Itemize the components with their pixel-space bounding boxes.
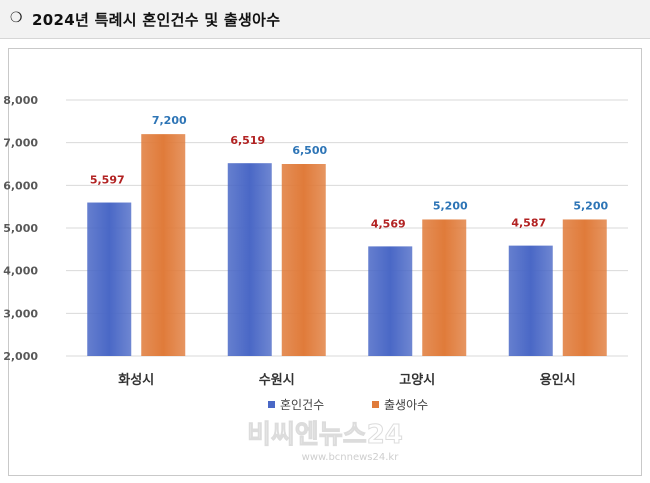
- bar-출생아수-수원시: [281, 164, 326, 356]
- bar-혼인건수-수원시: [227, 163, 272, 356]
- data-label: 5,597: [90, 174, 125, 187]
- category-label: 수원시: [259, 373, 295, 388]
- y-tick-label: 8,000: [3, 94, 38, 107]
- data-labels: 5,597 7,200 6,519 6,500 4,569 5,200 4,587 5,200: [90, 114, 609, 230]
- legend-label: 출생아수: [384, 398, 428, 412]
- category-label: 용인시: [540, 372, 576, 388]
- data-label: 6,519: [230, 134, 265, 147]
- category-label: 화성시: [118, 372, 154, 388]
- bar-출생아수-화성시: [141, 134, 186, 356]
- chart-header: ❍ 2024년 특례시 혼인건수 및 출생아수: [0, 0, 650, 39]
- bullet-icon: ❍: [10, 10, 23, 26]
- bar-혼인건수-화성시: [87, 202, 132, 356]
- bar-혼인건수-고양시: [368, 246, 413, 356]
- bar-출생아수-고양시: [422, 219, 467, 356]
- chart-title: 2024년 특례시 혼인건수 및 출생아수: [32, 11, 281, 29]
- watermark: 비씨엔뉴스24 www.bcnnews24.kr: [247, 420, 404, 464]
- y-tick-label: 2,000: [3, 350, 38, 363]
- y-tick-label: 5,000: [3, 222, 38, 235]
- data-label: 6,500: [292, 144, 327, 157]
- watermark-url: www.bcnnews24.kr: [302, 452, 400, 463]
- legend-label: 혼인건수: [280, 398, 324, 412]
- category-label: 고양시: [399, 373, 435, 388]
- legend: 혼인건수 출생아수: [268, 398, 428, 412]
- y-tick-label: 4,000: [3, 265, 38, 278]
- data-label: 5,200: [573, 199, 608, 212]
- data-label: 4,569: [371, 217, 406, 230]
- y-tick-label: 6,000: [3, 179, 38, 192]
- legend-swatch: [268, 401, 275, 408]
- bars: [87, 134, 607, 356]
- watermark-text: 비씨엔뉴스24: [247, 420, 403, 450]
- legend-swatch: [372, 401, 379, 408]
- y-tick-label: 7,000: [3, 137, 38, 150]
- x-axis-categories: 화성시 수원시 고양시 용인시: [118, 372, 575, 388]
- y-tick-label: 3,000: [3, 307, 38, 320]
- data-label: 4,587: [511, 217, 546, 230]
- data-label: 7,200: [152, 114, 187, 127]
- bar-혼인건수-용인시: [508, 245, 553, 356]
- data-label: 5,200: [433, 199, 468, 212]
- y-axis-ticks: 2,000 3,000 4,000 5,000 6,000 7,000 8,000: [3, 94, 38, 363]
- bar-출생아수-용인시: [562, 219, 607, 356]
